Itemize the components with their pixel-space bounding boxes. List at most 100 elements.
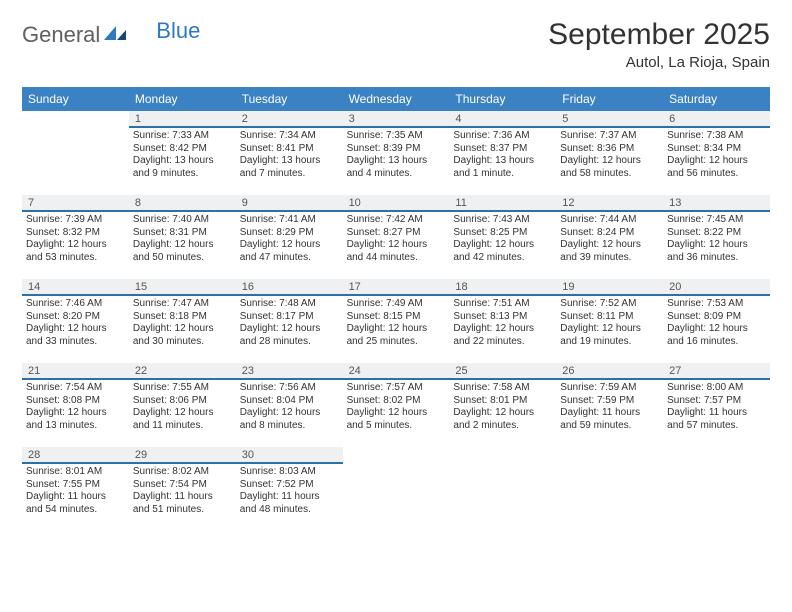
title-block: September 2025 Autol, La Rioja, Spain [548,18,770,71]
day-number: 15 [129,279,236,296]
sunrise-line: Sunrise: 8:03 AM [240,466,339,479]
calendar-cell: 27Sunrise: 8:00 AMSunset: 7:57 PMDayligh… [663,363,770,447]
sunrise-line: Sunrise: 7:59 AM [560,382,659,395]
sunrise-line: Sunrise: 7:55 AM [133,382,232,395]
daylight-line: Daylight: 13 hours and 7 minutes. [240,155,339,180]
sunset-line: Sunset: 8:37 PM [453,143,552,156]
daylight-line: Daylight: 12 hours and 58 minutes. [560,155,659,180]
calendar-cell: 29Sunrise: 8:02 AMSunset: 7:54 PMDayligh… [129,447,236,531]
sunset-line: Sunset: 7:59 PM [560,395,659,408]
day-number: 17 [343,279,450,296]
day-body: Sunrise: 7:51 AMSunset: 8:13 PMDaylight:… [449,296,556,348]
day-number: 29 [129,447,236,464]
daylight-line: Daylight: 12 hours and 30 minutes. [133,323,232,348]
sunset-line: Sunset: 8:02 PM [347,395,446,408]
daylight-line: Daylight: 11 hours and 48 minutes. [240,491,339,516]
calendar-cell: 21Sunrise: 7:54 AMSunset: 8:08 PMDayligh… [22,363,129,447]
calendar-cell: 7Sunrise: 7:39 AMSunset: 8:32 PMDaylight… [22,195,129,279]
day-number [343,447,450,464]
sunset-line: Sunset: 8:20 PM [26,311,125,324]
daylight-line: Daylight: 12 hours and 39 minutes. [560,239,659,264]
sunrise-line: Sunrise: 7:49 AM [347,298,446,311]
calendar-cell: 14Sunrise: 7:46 AMSunset: 8:20 PMDayligh… [22,279,129,363]
day-number [449,447,556,464]
daylight-line: Daylight: 12 hours and 33 minutes. [26,323,125,348]
sunrise-line: Sunrise: 7:33 AM [133,130,232,143]
day-number [663,447,770,464]
weekday-header: Wednesday [343,87,450,111]
daylight-line: Daylight: 12 hours and 5 minutes. [347,407,446,432]
daylight-line: Daylight: 12 hours and 2 minutes. [453,407,552,432]
sunrise-line: Sunrise: 8:01 AM [26,466,125,479]
calendar-cell: 11Sunrise: 7:43 AMSunset: 8:25 PMDayligh… [449,195,556,279]
day-body: Sunrise: 7:46 AMSunset: 8:20 PMDaylight:… [22,296,129,348]
daylight-line: Daylight: 12 hours and 28 minutes. [240,323,339,348]
daylight-line: Daylight: 12 hours and 8 minutes. [240,407,339,432]
sunrise-line: Sunrise: 7:53 AM [667,298,766,311]
sunset-line: Sunset: 8:15 PM [347,311,446,324]
daylight-line: Daylight: 12 hours and 13 minutes. [26,407,125,432]
daylight-line: Daylight: 12 hours and 44 minutes. [347,239,446,264]
day-body: Sunrise: 7:53 AMSunset: 8:09 PMDaylight:… [663,296,770,348]
calendar-cell: 20Sunrise: 7:53 AMSunset: 8:09 PMDayligh… [663,279,770,363]
day-number: 23 [236,363,343,380]
day-number: 26 [556,363,663,380]
weekday-header: Saturday [663,87,770,111]
calendar-cell: 1Sunrise: 7:33 AMSunset: 8:42 PMDaylight… [129,111,236,195]
day-body: Sunrise: 7:42 AMSunset: 8:27 PMDaylight:… [343,212,450,264]
calendar-cell: 13Sunrise: 7:45 AMSunset: 8:22 PMDayligh… [663,195,770,279]
sunrise-line: Sunrise: 7:48 AM [240,298,339,311]
sunset-line: Sunset: 8:13 PM [453,311,552,324]
day-body [449,464,556,466]
day-body: Sunrise: 7:47 AMSunset: 8:18 PMDaylight:… [129,296,236,348]
daylight-line: Daylight: 12 hours and 53 minutes. [26,239,125,264]
sunset-line: Sunset: 8:41 PM [240,143,339,156]
calendar-cell [449,447,556,531]
calendar-cell: 9Sunrise: 7:41 AMSunset: 8:29 PMDaylight… [236,195,343,279]
calendar-cell: 28Sunrise: 8:01 AMSunset: 7:55 PMDayligh… [22,447,129,531]
day-body: Sunrise: 8:03 AMSunset: 7:52 PMDaylight:… [236,464,343,516]
day-number: 27 [663,363,770,380]
daylight-line: Daylight: 11 hours and 51 minutes. [133,491,232,516]
sunset-line: Sunset: 8:08 PM [26,395,125,408]
daylight-line: Daylight: 12 hours and 47 minutes. [240,239,339,264]
sunset-line: Sunset: 8:25 PM [453,227,552,240]
calendar-cell: 15Sunrise: 7:47 AMSunset: 8:18 PMDayligh… [129,279,236,363]
weekday-header: Thursday [449,87,556,111]
sunrise-line: Sunrise: 7:57 AM [347,382,446,395]
day-number: 22 [129,363,236,380]
daylight-line: Daylight: 12 hours and 22 minutes. [453,323,552,348]
sunrise-line: Sunrise: 7:39 AM [26,214,125,227]
logo-text-general: General [22,24,100,46]
sunrise-line: Sunrise: 7:58 AM [453,382,552,395]
calendar-cell: 3Sunrise: 7:35 AMSunset: 8:39 PMDaylight… [343,111,450,195]
day-number: 25 [449,363,556,380]
day-body: Sunrise: 7:40 AMSunset: 8:31 PMDaylight:… [129,212,236,264]
calendar-cell: 26Sunrise: 7:59 AMSunset: 7:59 PMDayligh… [556,363,663,447]
day-number: 16 [236,279,343,296]
sunrise-line: Sunrise: 7:35 AM [347,130,446,143]
day-body [22,128,129,130]
daylight-line: Daylight: 12 hours and 42 minutes. [453,239,552,264]
calendar-cell: 16Sunrise: 7:48 AMSunset: 8:17 PMDayligh… [236,279,343,363]
sunset-line: Sunset: 8:11 PM [560,311,659,324]
day-number: 10 [343,195,450,212]
daylight-line: Daylight: 13 hours and 9 minutes. [133,155,232,180]
calendar-cell [343,447,450,531]
sunset-line: Sunset: 8:22 PM [667,227,766,240]
sunset-line: Sunset: 8:31 PM [133,227,232,240]
day-body: Sunrise: 7:57 AMSunset: 8:02 PMDaylight:… [343,380,450,432]
day-body: Sunrise: 7:58 AMSunset: 8:01 PMDaylight:… [449,380,556,432]
sunset-line: Sunset: 8:04 PM [240,395,339,408]
sunrise-line: Sunrise: 7:51 AM [453,298,552,311]
day-number: 8 [129,195,236,212]
sunset-line: Sunset: 8:01 PM [453,395,552,408]
sunrise-line: Sunrise: 7:38 AM [667,130,766,143]
day-body: Sunrise: 7:44 AMSunset: 8:24 PMDaylight:… [556,212,663,264]
day-number: 20 [663,279,770,296]
calendar-cell: 30Sunrise: 8:03 AMSunset: 7:52 PMDayligh… [236,447,343,531]
day-body: Sunrise: 7:52 AMSunset: 8:11 PMDaylight:… [556,296,663,348]
sunset-line: Sunset: 8:32 PM [26,227,125,240]
sunrise-line: Sunrise: 7:40 AM [133,214,232,227]
day-number: 9 [236,195,343,212]
